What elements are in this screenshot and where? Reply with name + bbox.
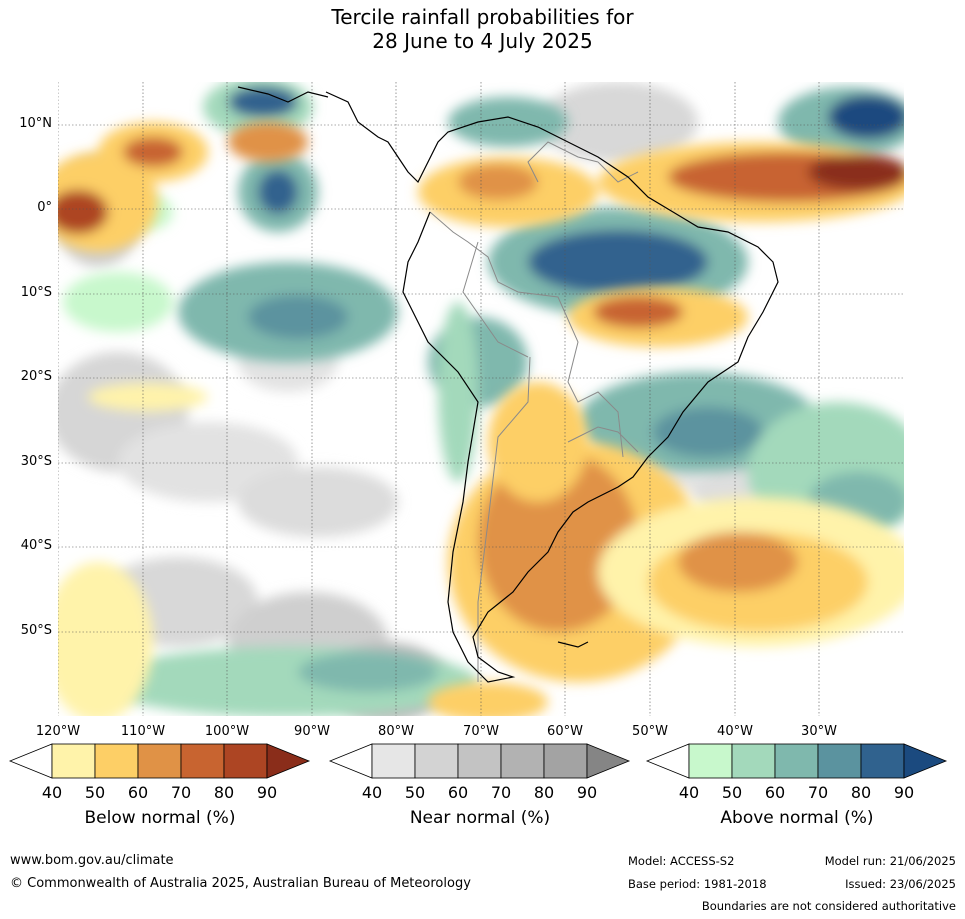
country-borders (429, 141, 639, 682)
map-title-line2: 28 June to 4 July 2025 (372, 29, 593, 53)
footer-copyright: © Commonwealth of Australia 2025, Austra… (10, 876, 471, 891)
colorbar-segment (586, 743, 631, 779)
colorbar-segment (903, 743, 948, 779)
lat-label-50s: 50°S (20, 623, 52, 638)
lon-label-80w: 80°W (378, 724, 414, 739)
colorbar-tick-label: 80 (533, 783, 555, 802)
colorbar-segment (414, 743, 459, 779)
map-title-line1: Tercile rainfall probabilities for (331, 5, 634, 29)
footer-model: Model: ACCESS-S2 (628, 854, 735, 868)
colorbar-segment (51, 743, 96, 779)
colorbar-title-above: Above normal (%) (720, 808, 874, 828)
colorbar-segment (180, 743, 225, 779)
lon-label-60w: 60°W (547, 724, 583, 739)
map-gridlines (58, 82, 904, 716)
coastline (237, 86, 779, 683)
colorbar-above (645, 743, 948, 779)
colorbar-tick-label: 50 (404, 783, 426, 802)
colorbar-segment (223, 743, 268, 779)
colorbar-segment (8, 743, 53, 779)
colorbar-segment (94, 743, 139, 779)
colorbar-tick-label: 60 (127, 783, 149, 802)
lon-label-90w: 90°W (294, 724, 330, 739)
lat-label-40s: 40°S (20, 538, 52, 553)
colorbar-segment (500, 743, 545, 779)
colorbar-segment (731, 743, 776, 779)
colorbar-segment (543, 743, 588, 779)
lat-label-20s: 20°S (20, 369, 52, 384)
colorbar-segment (774, 743, 819, 779)
colorbar-segment (457, 743, 502, 779)
colorbar-segment (860, 743, 905, 779)
colorbar-near (328, 743, 631, 779)
colorbar-tick-label: 70 (807, 783, 829, 802)
colorbar-segment (817, 743, 862, 779)
colorbar-tick-label: 40 (678, 783, 700, 802)
colorbar-tick-label: 90 (893, 783, 915, 802)
colorbar-tick-label: 50 (721, 783, 743, 802)
colorbar-tick-label: 40 (41, 783, 63, 802)
lat-label-10s: 10°S (20, 285, 52, 300)
lon-label-110w: 110°W (120, 724, 166, 739)
colorbar-tick-label: 40 (361, 783, 383, 802)
colorbar-title-below: Below normal (%) (84, 808, 236, 828)
colorbar-tick-label: 70 (490, 783, 512, 802)
colorbar-segment (688, 743, 733, 779)
lon-label-30w: 30°W (801, 724, 837, 739)
colorbar-segment (137, 743, 182, 779)
lon-label-40w: 40°W (717, 724, 753, 739)
footer-url: www.bom.gov.au/climate (10, 853, 174, 868)
rainfall-probability-map (58, 82, 904, 716)
colorbar-tick-label: 60 (447, 783, 469, 802)
colorbar-tick-label: 60 (764, 783, 786, 802)
colorbar-title-near: Near normal (%) (409, 808, 551, 828)
colorbar-segment (371, 743, 416, 779)
footer-model-run: Model run: 21/06/2025 (824, 854, 956, 868)
colorbar-below (8, 743, 311, 779)
below-normal-shading (58, 122, 904, 716)
colorbar-tick-label: 80 (850, 783, 872, 802)
lon-label-100w: 100°W (204, 724, 250, 739)
colorbar-tick-label: 90 (576, 783, 598, 802)
lat-label-30s: 30°S (20, 454, 52, 469)
lon-label-50w: 50°W (632, 724, 668, 739)
colorbar-legends (8, 743, 948, 779)
lon-label-70w: 70°W (463, 724, 499, 739)
colorbar-tick-label: 90 (256, 783, 278, 802)
footer-base-period: Base period: 1981-2018 (628, 877, 767, 891)
lat-label-0: 0° (37, 200, 52, 215)
colorbar-tick-label: 50 (84, 783, 106, 802)
colorbar-segment (328, 743, 373, 779)
colorbar-segment (645, 743, 690, 779)
colorbar-segment (266, 743, 311, 779)
footer-issued: Issued: 23/06/2025 (845, 877, 956, 891)
lon-label-120w: 120°W (35, 724, 81, 739)
lat-label-10n: 10°N (19, 116, 52, 131)
colorbar-tick-label: 80 (213, 783, 235, 802)
footer-disclaimer: Boundaries are not considered authoritat… (701, 899, 956, 913)
colorbar-tick-label: 70 (170, 783, 192, 802)
